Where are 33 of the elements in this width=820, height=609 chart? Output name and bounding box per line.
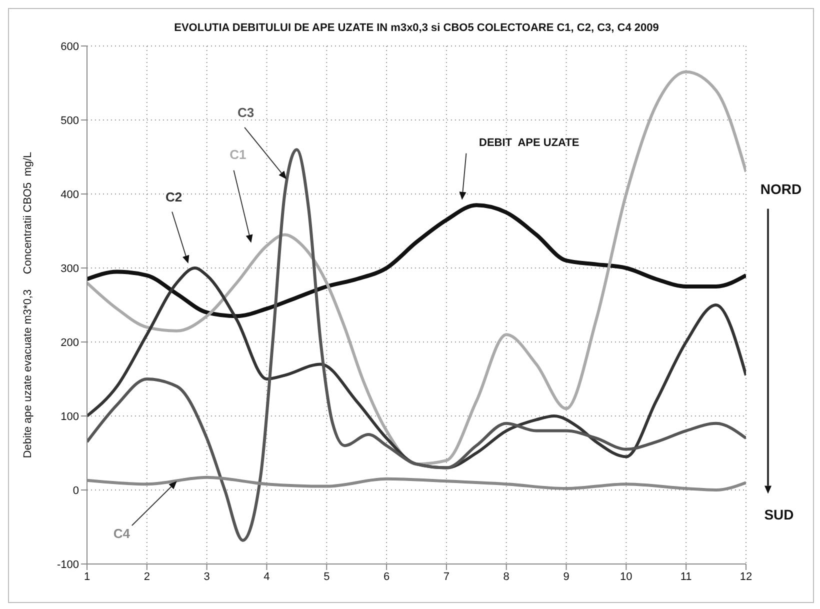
x-tick-label: 7 bbox=[443, 570, 450, 583]
x-tick-label: 10 bbox=[620, 570, 632, 583]
x-tick-label: 6 bbox=[383, 570, 390, 583]
x-tick-label: 12 bbox=[740, 570, 752, 583]
text: SUD bbox=[764, 506, 794, 523]
y-tick-label: 600 bbox=[60, 40, 79, 53]
y-tick-label: 500 bbox=[60, 114, 79, 127]
y-tick-label: 200 bbox=[60, 336, 79, 349]
y-tick-label: 400 bbox=[60, 188, 79, 201]
y-tick-label: 100 bbox=[60, 410, 79, 423]
x-tick-label: 2 bbox=[144, 570, 150, 583]
x-tick-label: 9 bbox=[563, 570, 570, 583]
x-tick-label: 11 bbox=[680, 570, 692, 583]
line-series bbox=[87, 148, 746, 542]
y-tick-label: -100 bbox=[56, 558, 79, 571]
y-tick-label: 0 bbox=[72, 484, 79, 497]
y-axis-title: Debite ape uzate evacuate m3*0,3 Concentratii CBO5 mg/L bbox=[22, 152, 34, 458]
x-tick-label: 4 bbox=[264, 570, 270, 583]
text: DEBIT APE UZATE bbox=[479, 136, 580, 149]
text: C2 bbox=[166, 189, 182, 204]
chart-title: EVOLUTIA DEBITULUI DE APE UZATE IN m3x0,3 si CBO5 COLECTOARE C1, C2, C3, C4 2009 bbox=[174, 22, 659, 34]
text: C1 bbox=[230, 147, 246, 162]
x-tick-label: 8 bbox=[503, 570, 510, 583]
y-tick-label: 300 bbox=[60, 262, 79, 275]
x-tick-label: 3 bbox=[204, 570, 210, 583]
line-series bbox=[87, 70, 746, 466]
line-series bbox=[87, 266, 746, 470]
x-tick-label: 5 bbox=[324, 570, 330, 583]
text: C4 bbox=[113, 526, 131, 542]
line-series bbox=[87, 203, 746, 318]
x-tick-label: 1 bbox=[84, 570, 90, 583]
text: C3 bbox=[237, 105, 254, 120]
text: NORD bbox=[760, 181, 802, 197]
